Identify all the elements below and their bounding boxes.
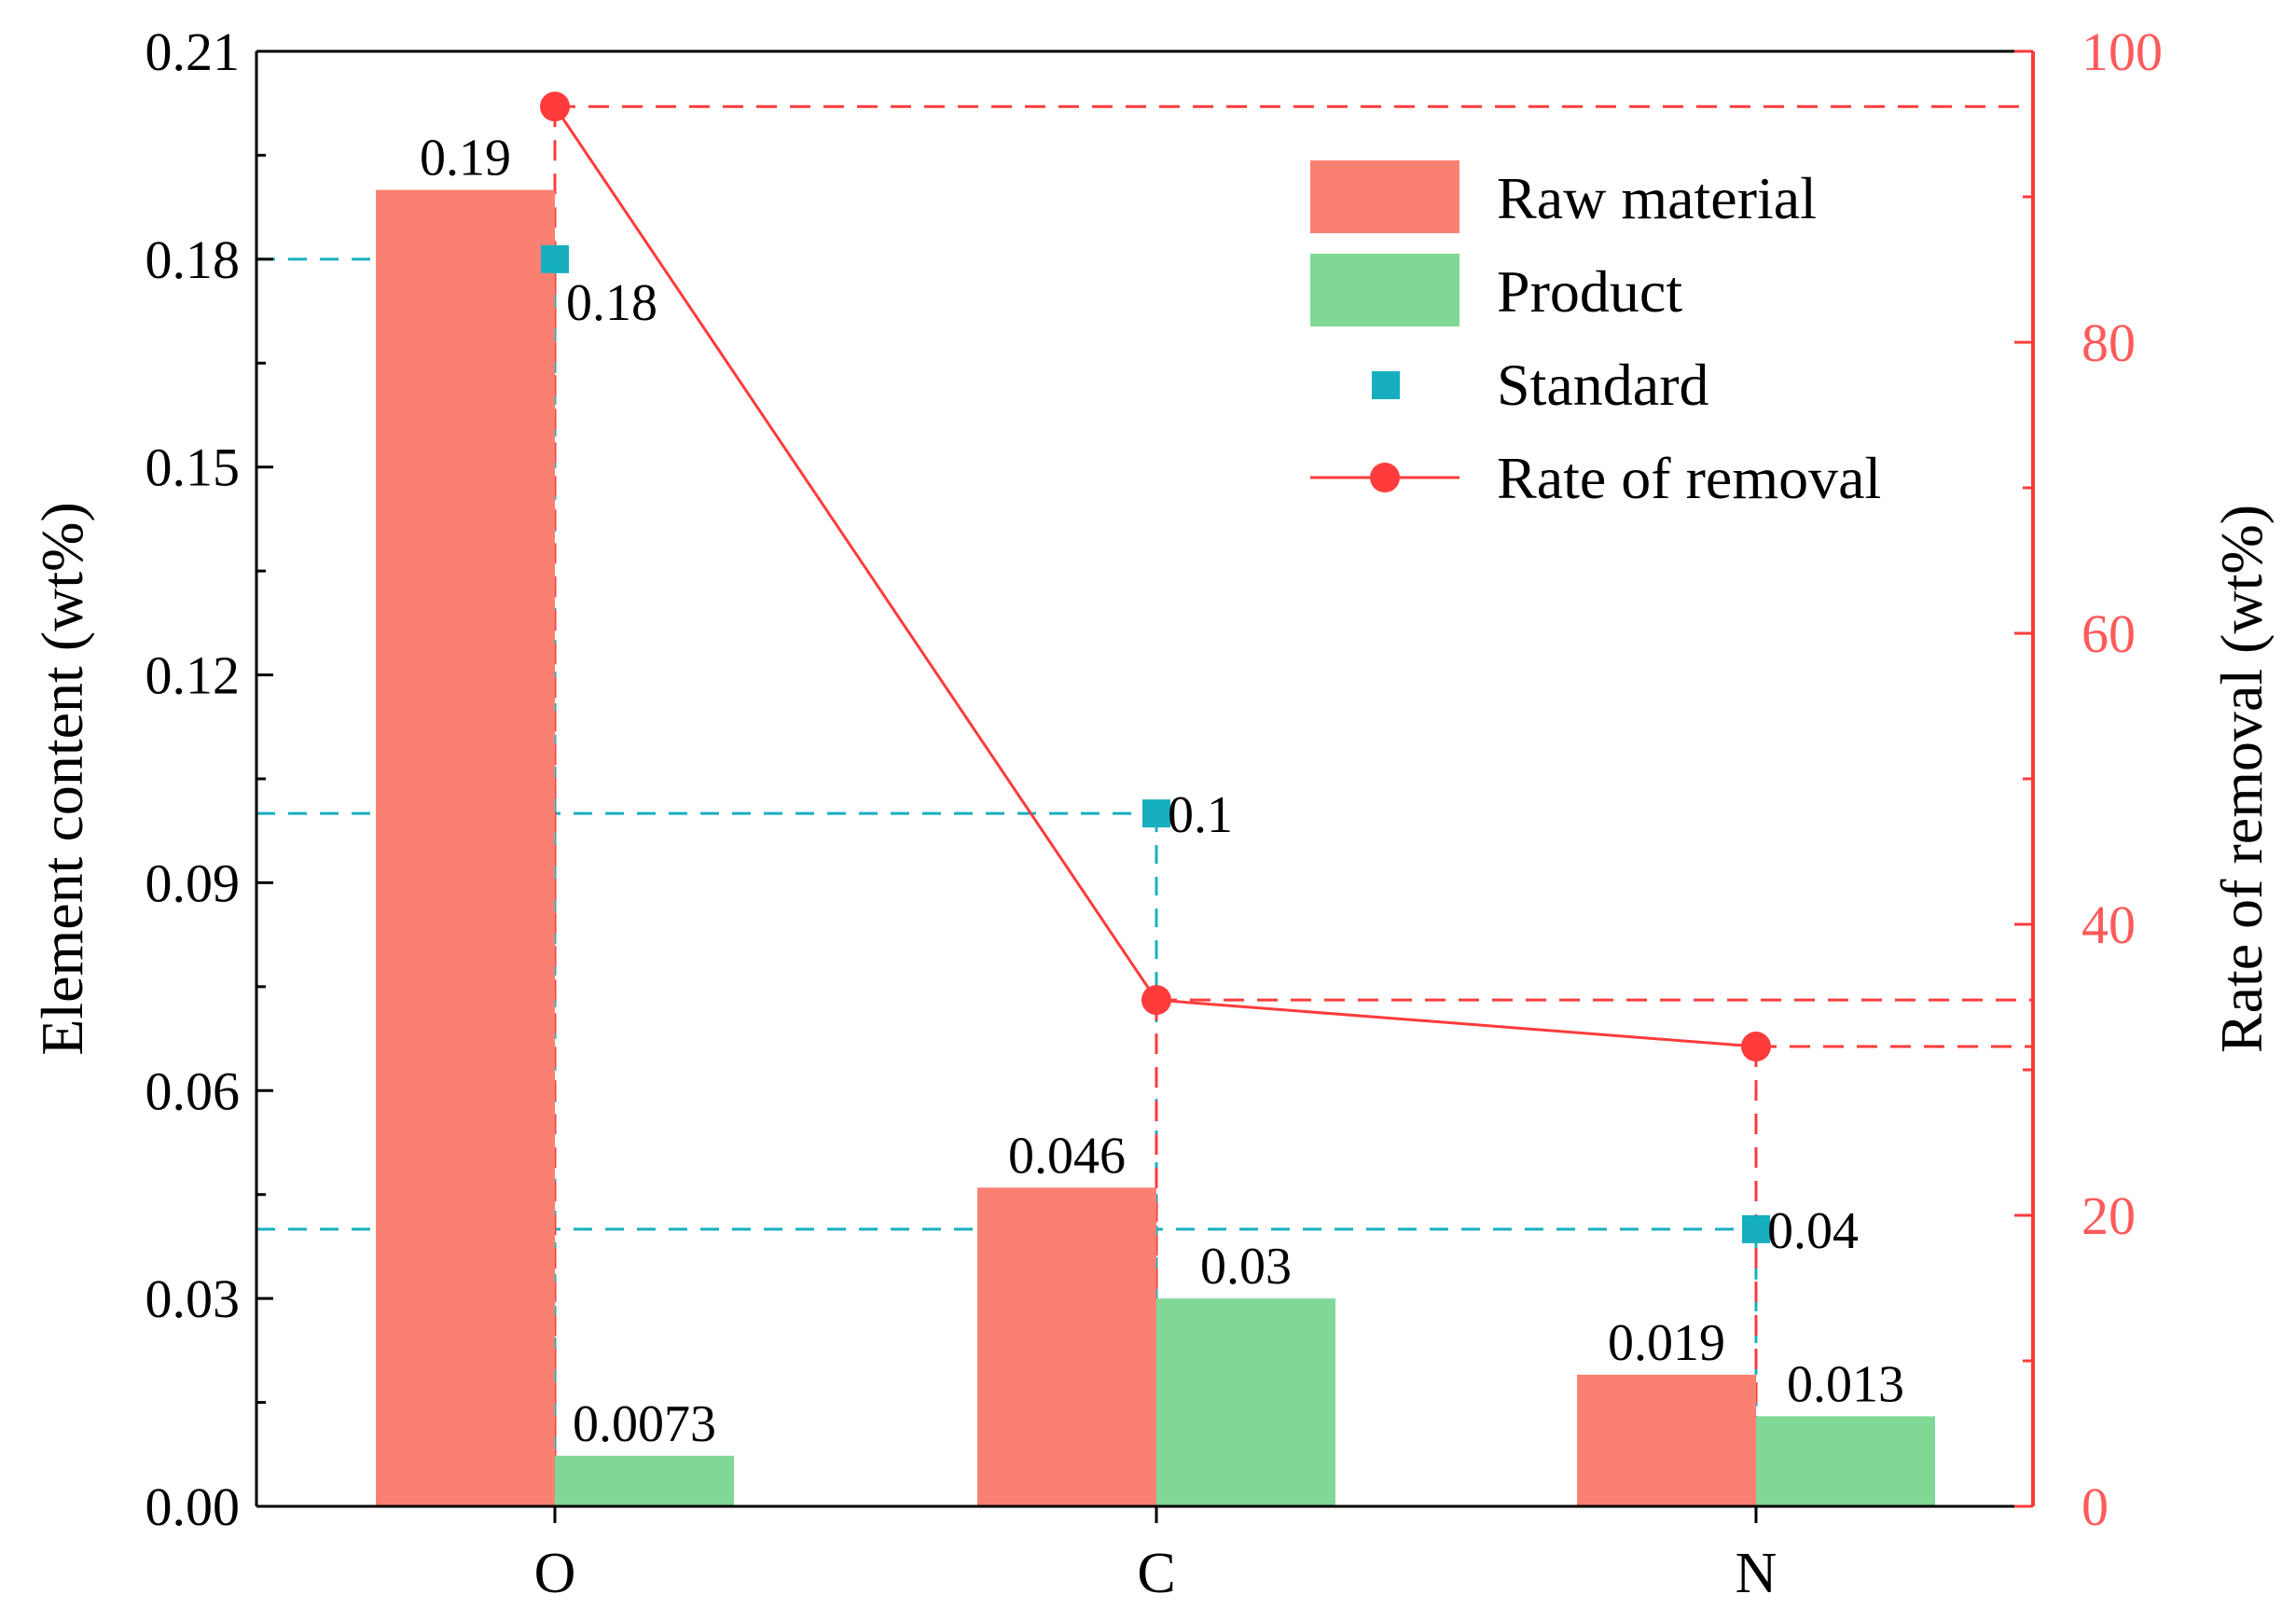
- data-label-product: 0.0073: [573, 1395, 716, 1453]
- legend-swatch-standard: [1372, 371, 1400, 399]
- y-axis-title: Element content (wt%): [29, 502, 95, 1056]
- bar-product: [1156, 1298, 1335, 1506]
- data-label-raw-material: 0.019: [1608, 1314, 1725, 1372]
- legend-swatch-product: [1310, 254, 1459, 326]
- bars: [376, 189, 1935, 1507]
- legend-swatch-raw-material: [1310, 160, 1459, 233]
- bar-raw-material: [977, 1187, 1156, 1506]
- x-tick-label: C: [1137, 1542, 1175, 1605]
- x-tick-label: N: [1736, 1542, 1777, 1605]
- bar-product: [1756, 1416, 1935, 1506]
- y-tick-label: 0.18: [145, 229, 241, 290]
- y2-tick-label: 60: [2082, 603, 2136, 664]
- standard-marker: [541, 244, 569, 273]
- x-tick-label: O: [534, 1542, 576, 1605]
- legend-label-raw-material: Raw material: [1497, 165, 1817, 231]
- y2-tick-label: 100: [2082, 21, 2163, 82]
- bar-product: [555, 1455, 734, 1506]
- y2-tick-label: 40: [2082, 894, 2136, 955]
- data-label-standard: 0.18: [566, 274, 657, 332]
- y-tick-label: 0.21: [145, 21, 241, 82]
- data-labels: 0.19 0.0073 0.046 0.03 0.019 0.013 0.18 0.1 0.04: [420, 130, 1904, 1453]
- data-label-raw-material: 0.19: [420, 130, 511, 187]
- data-label-product: 0.013: [1787, 1355, 1904, 1413]
- y2-tick-label: 0: [2082, 1476, 2109, 1537]
- legend-label-standard: Standard: [1497, 352, 1709, 418]
- standard-marker: [1742, 1214, 1770, 1243]
- y2-tick-label: 80: [2082, 312, 2136, 373]
- bar-raw-material: [376, 189, 555, 1507]
- data-label-product: 0.03: [1200, 1238, 1292, 1296]
- legend-swatch-removal-point: [1370, 463, 1400, 492]
- data-label-standard: 0.1: [1168, 786, 1233, 844]
- legend-label-product: Product: [1497, 258, 1682, 325]
- y-tick-label: 0.06: [145, 1060, 241, 1121]
- removal-rate-line: [553, 105, 1757, 1048]
- removal-line: [540, 91, 1771, 1062]
- y-tick-label: 0.00: [145, 1476, 241, 1537]
- axes: 0.00 0.03 0.06 0.09 0.12 0.15 0.18 0.21 0 20 40 60 8…: [29, 21, 2275, 1605]
- y-tick-label: 0.03: [145, 1268, 241, 1329]
- removal-rate-point: [540, 91, 570, 122]
- removal-rate-point: [1741, 1032, 1771, 1062]
- data-label-standard: 0.04: [1767, 1202, 1859, 1260]
- data-label-raw-material: 0.046: [1008, 1127, 1126, 1185]
- y2-axis-title: Rate of removal (wt%): [2208, 505, 2275, 1053]
- removal-rate-point: [1141, 985, 1171, 1016]
- y-tick-label: 0.15: [145, 437, 241, 498]
- y-tick-label: 0.12: [145, 645, 241, 706]
- y2-tick-label: 20: [2082, 1185, 2136, 1246]
- bar-raw-material: [1577, 1374, 1756, 1506]
- y-tick-label: 0.09: [145, 853, 241, 913]
- legend: Raw material Product Standard Rate of remov…: [1310, 160, 1881, 511]
- standard-marker: [1142, 799, 1170, 828]
- legend-label-removal: Rate of removal: [1497, 445, 1881, 511]
- standard-markers: [541, 244, 1770, 1243]
